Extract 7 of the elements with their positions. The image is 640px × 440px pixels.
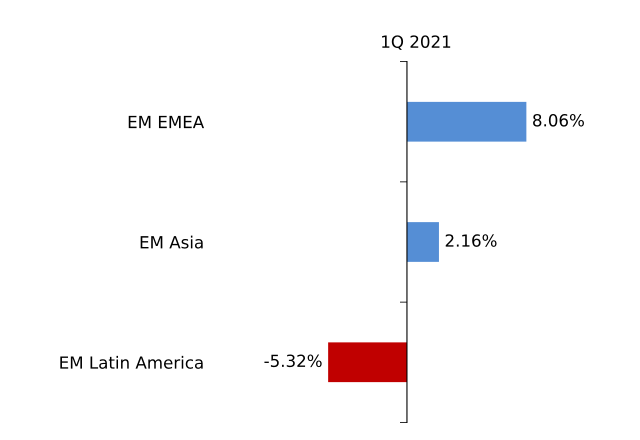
y-tick-label: EM Latin America [60, 356, 203, 369]
y-tick-label: EM Asia [140, 236, 203, 249]
data-label: 2.16% [446, 234, 497, 247]
data-label: -5.32% [264, 354, 322, 368]
data-label: 8.06% [533, 114, 584, 127]
chart-title: 1Q 2021 [382, 35, 450, 50]
y-tick-label: EM EMEA [128, 116, 204, 128]
